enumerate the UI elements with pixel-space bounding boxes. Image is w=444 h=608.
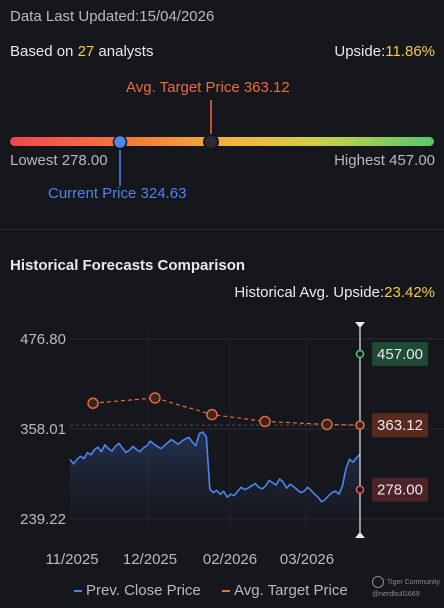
data-updated-text: Data Last Updated:15/04/2026 bbox=[10, 8, 214, 25]
forecast-marker-high[interactable] bbox=[355, 349, 365, 359]
legend-close-label: Prev. Close Price bbox=[86, 582, 201, 599]
y-tick-label: 239.22 bbox=[20, 511, 66, 528]
forecast-badge-label-low: 278.00 bbox=[377, 482, 423, 499]
based-prefix: Based on bbox=[10, 43, 78, 60]
avg-target-line bbox=[92, 397, 361, 426]
range-connectors bbox=[119, 100, 212, 186]
section-divider bbox=[0, 229, 444, 230]
based-suffix: analysts bbox=[94, 43, 154, 60]
historical-upside-label: Historical Avg. Upside: bbox=[234, 284, 385, 301]
cursor-top-handle-icon[interactable] bbox=[355, 322, 365, 328]
updated-label: Data Last Updated: bbox=[10, 8, 140, 25]
legend-close-price[interactable]: Prev. Close Price bbox=[74, 582, 201, 599]
current-price-marker bbox=[112, 134, 128, 150]
avg-target-point[interactable] bbox=[87, 397, 99, 409]
forecast-badge-high bbox=[372, 342, 428, 367]
avg-target-point[interactable] bbox=[259, 415, 271, 428]
historical-forecast-chart[interactable]: 457.00 363.12 278.00 476.80 358.01 239.22 11/… bbox=[0, 312, 444, 574]
avg-target-point[interactable] bbox=[321, 418, 333, 431]
legend-avg-swatch bbox=[222, 590, 230, 593]
x-tick-label: 12/2025 bbox=[123, 551, 177, 568]
legend-close-swatch bbox=[74, 590, 82, 593]
forecast-badge-avg bbox=[372, 413, 428, 438]
close-price-area bbox=[70, 432, 360, 519]
y-tick-label: 476.80 bbox=[20, 331, 66, 348]
historical-upside-value: 23.42% bbox=[384, 284, 435, 301]
watermark-line2: @nerdbull1669 bbox=[372, 590, 420, 598]
lowest-label: Lowest 278.00 bbox=[10, 152, 108, 169]
y-tick-label: 358.01 bbox=[20, 421, 66, 438]
historical-title: Historical Forecasts Comparison bbox=[10, 257, 246, 274]
analyst-count-text: Based on 27 analysts bbox=[10, 43, 153, 60]
historical-upside-text: Historical Avg. Upside:23.42% bbox=[234, 284, 435, 301]
range-markers bbox=[112, 134, 219, 150]
upside-value: 11.86% bbox=[385, 43, 435, 60]
analyst-count: 27 bbox=[77, 43, 95, 60]
current-price-label: Current Price 324.63 bbox=[48, 185, 187, 202]
forecast-badge-label-avg: 363.12 bbox=[377, 417, 423, 434]
avg-target-point[interactable] bbox=[149, 392, 161, 404]
x-tick-label: 03/2026 bbox=[280, 551, 334, 568]
avg-target-label: Avg. Target Price 363.12 bbox=[126, 79, 290, 96]
forecast-marker-avg[interactable] bbox=[355, 420, 365, 430]
forecast-marker-low[interactable] bbox=[355, 485, 365, 494]
close-price-line bbox=[69, 431, 361, 503]
forecast-badge-low bbox=[372, 477, 428, 502]
watermark-line1: Tiger Community bbox=[387, 578, 441, 586]
x-tick-label: 11/2025 bbox=[45, 551, 98, 568]
updated-date: 15/04/2026 bbox=[139, 8, 215, 25]
legend-avg-target[interactable]: Avg. Target Price bbox=[222, 582, 348, 599]
avg-target-point[interactable] bbox=[206, 408, 218, 421]
cursor-bottom-handle-icon[interactable] bbox=[355, 532, 365, 538]
legend-avg-label: Avg. Target Price bbox=[234, 582, 348, 599]
x-tick-label: 02/2026 bbox=[203, 551, 257, 568]
watermark: Tiger Community @nerdbull1669 bbox=[372, 576, 440, 601]
highest-label: Highest 457.00 bbox=[334, 152, 435, 169]
upside-text: Upside:11.86% bbox=[334, 43, 435, 60]
price-range-bar bbox=[10, 137, 434, 146]
upside-label: Upside: bbox=[334, 43, 386, 60]
avg-target-marker bbox=[203, 134, 219, 150]
tiger-logo-icon bbox=[372, 576, 384, 588]
forecast-badge-label-high: 457.00 bbox=[377, 346, 423, 363]
